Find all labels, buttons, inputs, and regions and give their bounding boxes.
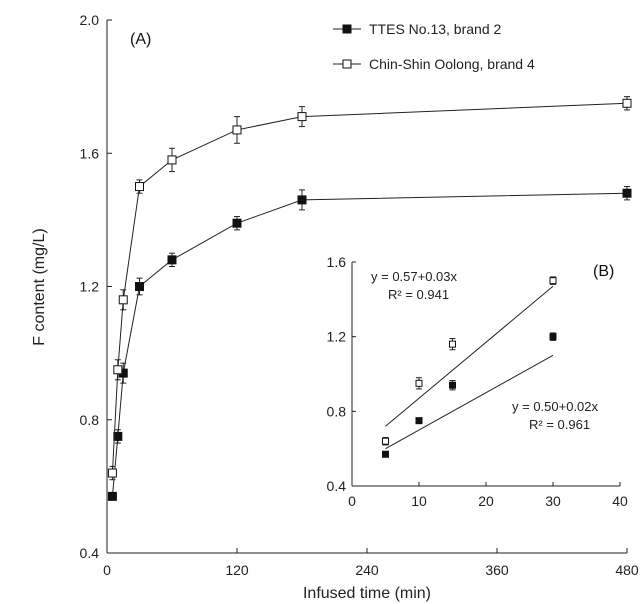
inset-x-tick-label: 40 [612,493,628,509]
main-point [167,255,177,265]
inset-ticks: 0 10 20 30 40 0.4 0.8 1.2 1.6 [327,254,628,509]
inset-r2-filled: R² = 0.961 [529,417,590,432]
main-point [232,218,242,228]
main-y-axis-title: F content (mg/L) [31,228,48,345]
inset-equation-filled: y = 0.50+0.02x [512,399,599,414]
inset-point [382,437,389,445]
inset-fit-line [385,285,554,427]
inset-x-tick-label: 10 [411,493,427,509]
legend: TTES No.13, brand 2 Chin-Shin Oolong, br… [333,21,535,72]
main-y-tick-label: 0.8 [80,412,100,428]
main-point [107,491,117,501]
main-point [232,125,242,135]
main-x-tick-label: 240 [355,562,379,578]
inset-x-tick-label: 30 [545,493,561,509]
main-y-tick-label: 2.0 [80,12,100,28]
main-point [113,431,123,441]
main-point [167,155,177,165]
legend-entry-ttes: TTES No.13, brand 2 [333,21,502,37]
inset-point [415,417,423,425]
legend-marker-oolong [342,59,352,69]
main-series-1 [107,96,632,481]
main-series-0 [107,186,632,501]
main-point [622,188,632,198]
inset-series-0 [382,276,557,446]
main-point [297,195,307,205]
main-series-line [111,102,628,474]
main-panel-label: (A) [130,31,151,48]
main-x-axis-title: Infused time (min) [303,585,431,602]
inset-panel-label: (B) [593,263,614,280]
legend-entry-oolong: Chin-Shin Oolong, brand 4 [333,56,535,72]
inset-y-tick-label: 0.4 [327,478,347,494]
legend-marker-ttes [342,24,352,34]
main-series-line [111,192,628,497]
main-point [297,112,307,122]
main-x-tick-label: 0 [103,562,111,578]
main-point [107,468,117,478]
inset-fit-line [385,354,554,450]
inset-plot: (B) y = 0.57+0.03x R² = 0.941 y = 0.50+0… [327,250,630,509]
main-x-tick-label: 120 [225,562,249,578]
legend-label-oolong: Chin-Shin Oolong, brand 4 [369,56,535,72]
inset-x-tick-label: 0 [348,493,356,509]
main-point [135,182,144,192]
inset-equation-open: y = 0.57+0.03x [371,269,458,284]
main-point [118,295,128,305]
main-point [113,365,123,375]
legend-label-ttes: TTES No.13, brand 2 [369,21,502,37]
inset-point [449,381,456,389]
main-y-tick-label: 0.4 [80,545,100,561]
inset-point [382,450,389,458]
inset-y-tick-label: 0.8 [327,403,347,419]
main-series [107,96,632,501]
inset-series [382,276,557,458]
main-point [622,98,632,108]
inset-point [549,333,557,341]
main-y-tick-label: 1.2 [80,279,100,295]
main-point [135,282,144,291]
main-plot: (A) Infused time (min) F content (mg/L) … [31,12,639,602]
main-x-tick-label: 480 [615,562,639,578]
main-x-tick-label: 360 [485,562,509,578]
inset-x-tick-label: 20 [478,493,494,509]
inset-point [415,379,423,387]
inset-series-1 [382,332,557,458]
inset-point [449,340,456,348]
inset-background [340,250,630,505]
inset-point [549,277,557,285]
inset-y-tick-label: 1.2 [327,329,347,345]
main-ticks: 0 120 240 360 480 0.4 0.8 1.2 1.6 2.0 [80,12,639,578]
inset-y-tick-label: 1.6 [327,254,347,270]
inset-r2-open: R² = 0.941 [388,287,449,302]
main-y-tick-label: 1.6 [80,145,100,161]
